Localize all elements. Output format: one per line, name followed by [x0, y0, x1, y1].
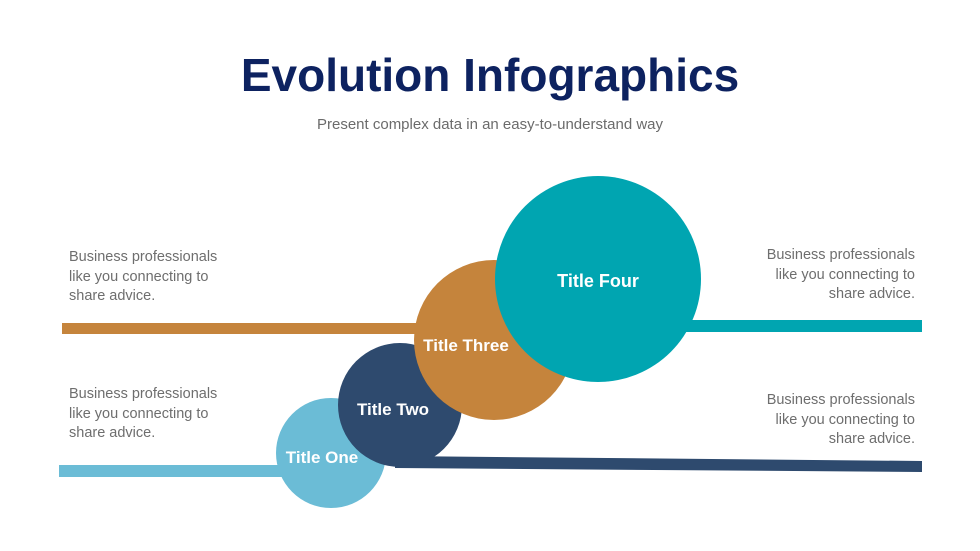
connector-line-three [62, 323, 424, 334]
description-title-four: Business professionals like you connecti… [766, 247, 915, 302]
label-title-two: Title Two [357, 400, 429, 419]
description-title-three: Business professionals like you connecti… [69, 249, 218, 304]
page-subtitle: Present complex data in an easy-to-under… [316, 116, 664, 133]
label-title-one: Title One [286, 448, 358, 467]
description-title-one: Business professionals like you connecti… [69, 386, 218, 441]
connector-line-four [680, 320, 922, 332]
label-title-four: Title Four [557, 271, 639, 291]
page-title: Evolution Infographics [240, 49, 740, 101]
connector-line-two [395, 456, 922, 472]
connector-line-one [59, 465, 284, 477]
label-title-three: Title Three [423, 336, 509, 355]
circle-title-four[interactable] [495, 176, 701, 382]
description-title-two: Business professionals like you connecti… [766, 392, 915, 447]
